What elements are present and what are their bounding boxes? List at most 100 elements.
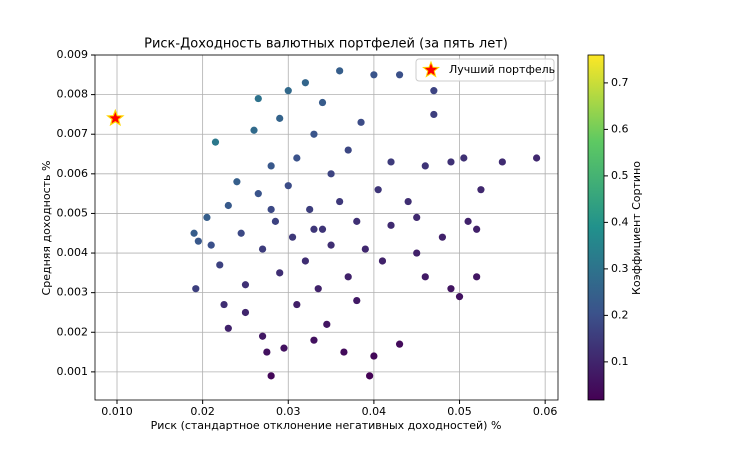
- y-tick-label: 0.001: [57, 365, 89, 378]
- scatter-point: [447, 158, 455, 166]
- scatter-point: [267, 372, 275, 380]
- scatter-point: [473, 273, 481, 281]
- scatter-point: [336, 197, 344, 206]
- y-tick-label: 0.008: [57, 88, 89, 101]
- colorbar-tick-label: 0.1: [611, 355, 629, 368]
- scatter-point: [293, 300, 301, 309]
- scatter-point: [254, 94, 262, 103]
- y-tick-label: 0.005: [57, 206, 89, 219]
- y-tick-label: 0.003: [57, 286, 89, 299]
- scatter-point: [267, 205, 275, 214]
- scatter-point: [254, 190, 262, 198]
- scatter-point: [327, 170, 335, 178]
- scatter-point: [464, 217, 472, 225]
- scatter-point: [276, 269, 284, 277]
- scatter-point: [447, 285, 455, 293]
- colorbar: [587, 54, 605, 401]
- scatter-point: [455, 293, 464, 301]
- scatter-point: [344, 273, 352, 281]
- scatter-point: [280, 344, 288, 352]
- scatter-point: [207, 241, 215, 249]
- scatter-point: [250, 126, 258, 134]
- scatter-point: [430, 87, 438, 95]
- scatter-point: [276, 114, 284, 122]
- x-tick-label: 0.02: [190, 405, 215, 418]
- scatter-point: [237, 229, 245, 237]
- legend-marker: [422, 60, 440, 78]
- scatter-point: [438, 233, 446, 241]
- scatter-point: [233, 178, 241, 186]
- colorbar-tick-label: 0.6: [611, 122, 629, 135]
- scatter-point: [357, 118, 365, 126]
- scatter-point: [378, 257, 387, 265]
- scatter-point: [430, 110, 438, 119]
- scatter-point: [460, 154, 468, 162]
- scatter-point: [267, 162, 275, 170]
- scatter-point: [336, 67, 344, 75]
- scatter-point: [284, 87, 292, 95]
- scatter-point: [314, 285, 322, 293]
- scatter-point: [318, 225, 327, 233]
- colorbar-label: Коэффициент Сортино: [630, 161, 643, 295]
- scatter-point: [310, 130, 318, 138]
- colorbar-tick-label: 0.3: [611, 262, 629, 275]
- scatter-point: [498, 158, 506, 166]
- scatter-point: [224, 201, 232, 210]
- legend-box: [415, 58, 555, 82]
- chart-title: Риск-Доходность валютных портфелей (за п…: [144, 37, 508, 52]
- x-tick-label: 0.010: [101, 405, 133, 418]
- y-tick-label: 0.009: [57, 48, 89, 61]
- scatter-point: [421, 162, 429, 170]
- scatter-point: [353, 296, 361, 305]
- scatter-point: [374, 186, 382, 194]
- y-tick-label: 0.007: [57, 127, 89, 140]
- scatter-point: [258, 332, 267, 340]
- scatter-point: [395, 71, 404, 79]
- scatter-point: [413, 249, 421, 257]
- scatter-point: [532, 154, 541, 162]
- x-tick-label: 0.06: [533, 405, 558, 418]
- colorbar-tick-label: 0.7: [611, 76, 629, 89]
- x-tick-label: 0.05: [447, 405, 472, 418]
- scatter-point: [306, 205, 314, 214]
- scatter-point: [318, 98, 327, 107]
- colorbar-tick-label: 0.5: [611, 169, 629, 182]
- y-axis-label: Средняя доходность %: [40, 161, 53, 296]
- scatter-point: [301, 79, 309, 87]
- scatter-point: [344, 146, 352, 154]
- scatter-point: [387, 221, 395, 229]
- scatter-point: [421, 273, 429, 281]
- scatter-point: [395, 340, 404, 348]
- scatter-point: [323, 320, 331, 328]
- scatter-point: [370, 352, 378, 360]
- colorbar-tick-label: 0.4: [611, 215, 629, 228]
- scatter-point: [387, 158, 395, 166]
- colorbar-tick-label: 0.2: [611, 308, 629, 321]
- scatter-point: [211, 138, 220, 146]
- scatter-point: [310, 336, 318, 344]
- x-tick-label: 0.04: [362, 405, 387, 418]
- y-tick-label: 0.006: [57, 167, 89, 180]
- scatter-point: [370, 71, 378, 79]
- scatter-point: [288, 233, 297, 241]
- plot-frame: [94, 54, 559, 401]
- scatter-point: [477, 186, 485, 194]
- x-tick-label: 0.03: [276, 405, 301, 418]
- scatter-point: [366, 372, 374, 380]
- scatter-point: [241, 308, 250, 317]
- scatter-point: [284, 182, 292, 190]
- scatter-point: [258, 245, 267, 253]
- scatter-point: [353, 217, 361, 225]
- scatter-point: [263, 348, 271, 356]
- legend-label: Лучший портфель: [449, 63, 555, 76]
- scatter-point: [194, 237, 202, 245]
- scatter-point: [413, 213, 421, 221]
- y-tick-label: 0.002: [57, 325, 89, 338]
- scatter-point: [216, 261, 224, 269]
- best-portfolio: [106, 108, 125, 127]
- scatter-point: [241, 281, 250, 289]
- scatter-point: [224, 324, 232, 332]
- scatter-point: [327, 241, 335, 249]
- scatter-point: [473, 225, 481, 233]
